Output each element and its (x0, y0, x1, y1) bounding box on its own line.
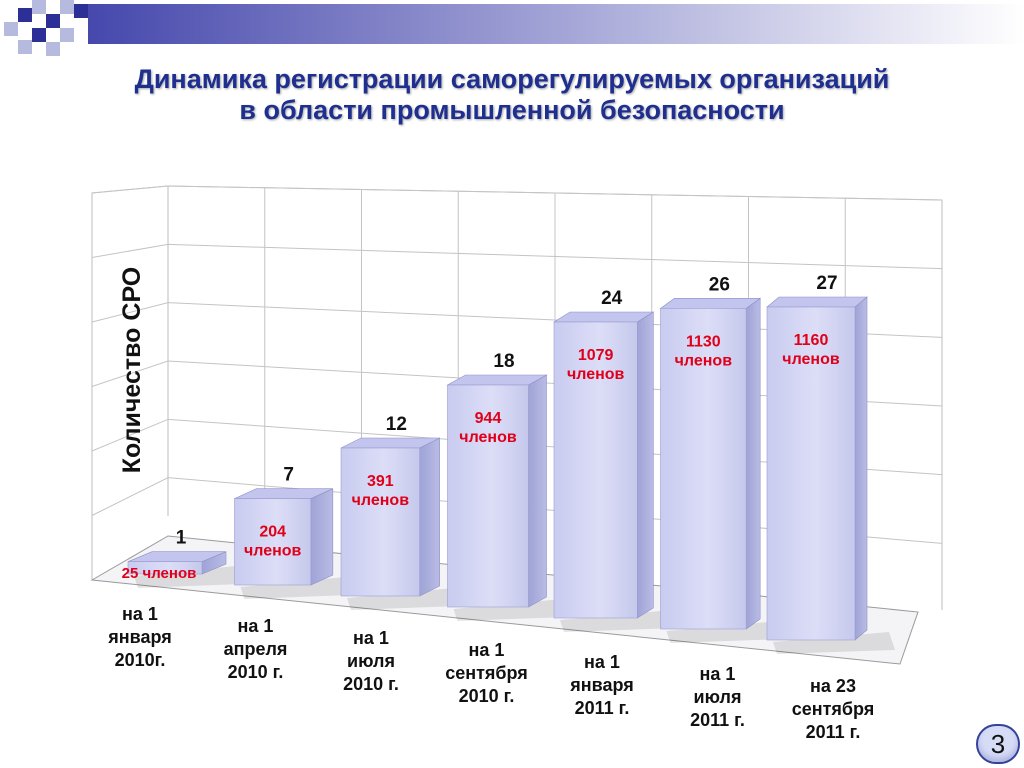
member-count-text: 944 (475, 410, 502, 427)
page-title-line-2: в области промышленной безопасности (239, 95, 785, 125)
category-label-line: на 1 (700, 664, 736, 684)
bar-shadow (134, 566, 242, 588)
category-label-line: января (107, 627, 171, 647)
member-count-text: членов (244, 543, 302, 560)
bar-front (340, 447, 420, 597)
category-label-line: на 23 (810, 676, 856, 696)
bar-side (419, 437, 440, 597)
category-label-line: июля (694, 687, 742, 707)
gridline-horizontal (91, 243, 943, 270)
member-count-text: членов (352, 492, 410, 509)
bar-shadow (347, 588, 460, 610)
chart-bars (127, 296, 895, 654)
category-label-line: 2011 г. (575, 698, 630, 718)
member-count-text: 1130 (686, 333, 721, 350)
bar-value-label: 12 (386, 414, 407, 435)
member-count-text: членов (675, 352, 733, 369)
member-count-text: 25 членов (122, 565, 197, 582)
bar-shadow (666, 621, 787, 643)
chart-labels: 1 25 членов на 1 января 2010г. 7 204 членов на 1… (107, 267, 874, 742)
bar-side (745, 297, 761, 630)
corner-square-decoration (4, 0, 1024, 56)
bar-member-label: 944 членов (459, 410, 517, 446)
bar-value-label: 7 (283, 465, 294, 486)
member-count-text: 1160 (794, 332, 829, 349)
bar-value-label: 1 (176, 528, 187, 549)
bar-member-label: 1079 членов (567, 347, 625, 383)
category-label-line: 2010 г. (343, 674, 399, 694)
bar-side (854, 296, 868, 641)
member-count-text: 1079 (578, 347, 614, 364)
bar-front (127, 561, 203, 575)
category-label-line: сентября (445, 663, 528, 683)
bar-side (310, 488, 334, 586)
bar-member-label: 204 членов (244, 524, 302, 560)
bar-4 (446, 374, 569, 621)
bar-top (659, 298, 762, 309)
bar-2 (234, 488, 351, 599)
gridline-horizontal (91, 185, 943, 201)
category-label-line: января (569, 675, 633, 695)
bar-shadow (240, 577, 351, 599)
category-label: на 1 июля 2011 г. (690, 664, 745, 730)
member-count-text: 391 (367, 473, 394, 490)
bar-value-label: 27 (816, 273, 837, 294)
category-label-line: на 1 (469, 640, 505, 660)
bar-value-label: 24 (601, 288, 623, 309)
bar-shadow (773, 632, 895, 654)
category-label-line: сентября (792, 699, 875, 719)
bar-side (637, 311, 654, 619)
category-label-line: 2011 г. (690, 710, 745, 730)
category-label-line: на 1 (122, 604, 158, 624)
category-label-line: на 1 (238, 616, 274, 636)
category-label-line: на 1 (353, 628, 389, 648)
bar-front (766, 306, 856, 641)
bar-shadow (453, 599, 569, 621)
bar-5 (552, 311, 678, 632)
bar-shadow (560, 610, 678, 632)
category-label-line: 2010г. (115, 650, 166, 670)
category-label: на 1 июля 2010 г. (343, 628, 399, 694)
page-title: Динамика регистрации саморегулируемых ор… (0, 64, 1024, 126)
page-title-line-1: Динамика регистрации саморегулируемых ор… (134, 64, 890, 94)
bar-3 (340, 437, 460, 610)
bar-member-label: 25 членов (122, 565, 197, 582)
category-label-line: июля (347, 651, 395, 671)
bar-top (552, 311, 655, 323)
category-label: на 1 января 2011 г. (569, 652, 633, 718)
bar-front (234, 498, 312, 586)
bar-top (766, 296, 868, 308)
bar-7 (766, 296, 895, 654)
category-label-line: на 1 (584, 652, 620, 672)
bar-value-label: 26 (709, 274, 730, 295)
category-label: на 1 сентября 2010 г. (445, 640, 528, 706)
category-label-line: 2011 г. (806, 722, 861, 742)
member-count-text: членов (782, 351, 840, 368)
bar-front (660, 308, 747, 630)
bar-top (446, 374, 548, 386)
member-count-text: членов (567, 366, 625, 383)
bar-member-label: 391 членов (352, 473, 410, 509)
bar-member-label: 1160 членов (782, 332, 840, 368)
member-count-text: членов (459, 429, 517, 446)
category-label: на 23 сентября 2011 г. (792, 676, 875, 742)
y-axis-label: Количество СРО (118, 267, 146, 474)
page-number-badge: 3 (976, 724, 1020, 764)
bar-1 (127, 551, 242, 588)
member-count-text: 204 (259, 524, 286, 541)
bar-6 (659, 297, 787, 643)
bar-front (447, 384, 529, 608)
category-label: на 1 января 2010г. (107, 604, 171, 670)
category-label: на 1 апреля 2010 г. (224, 616, 288, 682)
category-label-line: апреля (224, 639, 288, 659)
category-label-line: 2010 г. (228, 662, 284, 682)
category-label-line: 2010 г. (459, 686, 515, 706)
bar-value-label: 18 (493, 351, 514, 372)
bar-side (528, 374, 547, 608)
bar-front (553, 321, 638, 619)
bar-member-label: 1130 членов (675, 333, 733, 369)
